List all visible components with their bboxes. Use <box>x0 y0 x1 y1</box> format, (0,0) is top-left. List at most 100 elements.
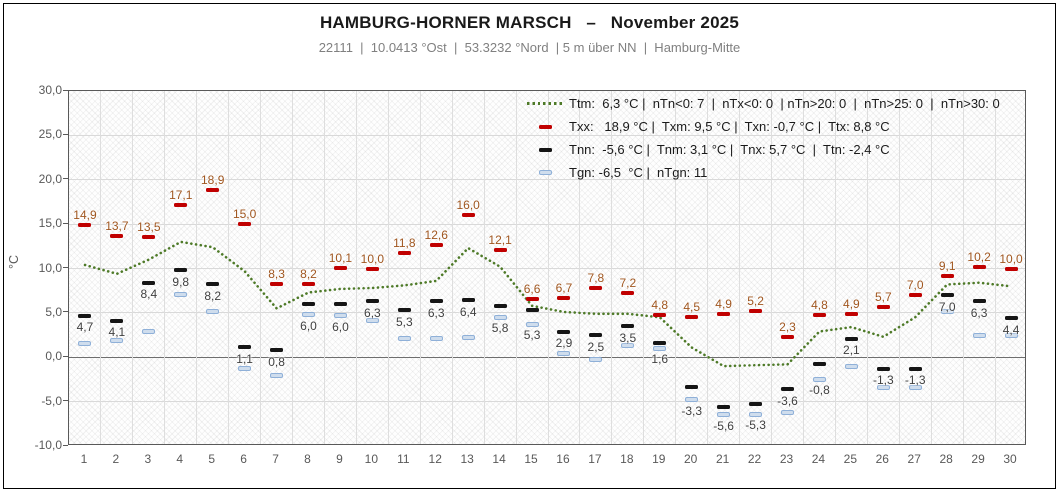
tnn-marker-day-20 <box>685 384 699 389</box>
tnn-label-day-26: -1,3 <box>872 373 894 388</box>
tgn-marker-day-5 <box>206 308 220 314</box>
txx-marker-day-24 <box>812 312 826 317</box>
txx-label-day-13: 16,0 <box>456 198 480 213</box>
y-tick-label-0,0: 0,0 <box>45 349 62 364</box>
txx-marker-day-29 <box>972 264 986 269</box>
tgn-marker-day-24 <box>812 376 826 382</box>
tnn-marker-day-25 <box>844 336 858 341</box>
txx-label-day-5: 18,9 <box>201 172 225 187</box>
tgn-marker-day-28 <box>940 308 954 314</box>
v-gridline <box>547 91 549 444</box>
h-gridline <box>69 268 1025 269</box>
tnn-marker-day-6 <box>238 345 252 350</box>
txx-label-day-23: 2,3 <box>779 319 796 334</box>
x-tick-label-14: 14 <box>492 452 506 466</box>
v-gridline <box>196 91 198 444</box>
txx-label-day-17: 7,8 <box>587 271 605 286</box>
tnn-label-day-16: 2,9 <box>555 336 573 350</box>
tgn-marker-day-11 <box>397 336 411 342</box>
tnn-marker-day-27 <box>908 366 922 371</box>
x-tick-label-1: 1 <box>80 452 88 466</box>
txx-marker-day-13 <box>461 213 475 218</box>
tnn-label-day-19: 1,6 <box>651 352 669 367</box>
tgn-marker-day-21 <box>717 412 731 418</box>
x-tick-label-2: 2 <box>112 452 120 466</box>
txx-marker-day-16 <box>557 295 571 300</box>
tnn-label-day-21: -5,6 <box>713 418 734 433</box>
tnn-marker-day-7 <box>270 348 284 353</box>
x-tick-label-19: 19 <box>652 452 666 466</box>
x-tick-label-16: 16 <box>556 452 570 466</box>
txx-label-day-12: 12,6 <box>424 228 448 243</box>
txx-marker-day-18 <box>621 291 635 296</box>
txx-label-day-15: 6,6 <box>523 281 541 296</box>
tnn-marker-day-13 <box>461 298 475 303</box>
txx-marker-day-27 <box>908 293 922 298</box>
txx-marker-day-17 <box>589 286 603 291</box>
h-gridline <box>69 312 1025 314</box>
tnn-marker-day-19 <box>653 341 667 346</box>
tgn-marker-day-13 <box>461 335 475 341</box>
tnn-label-day-15: 5,3 <box>523 328 541 343</box>
x-tick-label-4: 4 <box>176 452 184 466</box>
x-tick-label-26: 26 <box>875 452 889 466</box>
v-gridline <box>483 91 485 444</box>
v-gridline <box>771 91 773 444</box>
txx-label-day-19: 4,8 <box>651 297 669 312</box>
legend-item-tgn: Tgn: -6,5 °C | nTgn: 11 <box>521 161 1000 184</box>
tnn-label-day-28: 7,0 <box>938 299 956 314</box>
tgn-marker-day-23 <box>781 409 794 415</box>
txx-label-day-16: 6,7 <box>555 280 573 295</box>
tgn-marker-day-29 <box>972 332 986 338</box>
v-gridline <box>707 91 709 444</box>
txx-label-day-3: 13,5 <box>137 220 161 235</box>
tgn-marker-day-6 <box>238 366 252 372</box>
x-tick-label-21: 21 <box>715 452 730 466</box>
x-tick-label-24: 24 <box>811 452 826 466</box>
tnn-label-day-8: 6,0 <box>300 318 317 333</box>
txx-marker-day-22 <box>749 309 763 314</box>
legend-item-txx: Txx: 18,9 °C | Txm: 9,5 °C | Txn: -0,7 °… <box>521 115 1000 138</box>
tnn-marker-day-17 <box>589 333 603 338</box>
legend-swatch-tgn <box>521 170 569 175</box>
tnn-label-day-1: 4,7 <box>76 320 94 335</box>
tnn-label-day-11: 5,3 <box>395 314 413 329</box>
txx-label-day-21: 4,9 <box>715 296 732 311</box>
v-gridline <box>515 91 517 444</box>
txx-marker-day-4 <box>174 203 188 208</box>
tgn-marker-day-20 <box>685 397 699 403</box>
legend-swatch-txx <box>521 124 569 129</box>
zero-gridline <box>69 356 1025 358</box>
legend-text-tgn: Tgn: -6,5 °C | nTgn: 11 <box>569 165 708 180</box>
txx-label-day-26: 5,7 <box>874 289 892 304</box>
v-gridline <box>355 91 357 444</box>
tgn-marker-day-14 <box>493 314 507 320</box>
txx-label-day-28: 9,1 <box>938 259 956 274</box>
txx-label-day-1: 14,9 <box>73 208 97 222</box>
x-tick-label-7: 7 <box>272 452 279 466</box>
ttm-dotted-line-icon <box>527 102 563 105</box>
txx-label-day-8: 8,2 <box>300 267 317 282</box>
txx-label-day-30: 10,0 <box>999 251 1023 266</box>
tnn-label-day-24: -0,8 <box>809 383 830 398</box>
txx-marker-day-21 <box>717 311 731 316</box>
v-gridline <box>994 91 996 444</box>
v-gridline <box>675 91 677 444</box>
tnn-label-day-6: 1,1 <box>236 351 253 366</box>
txx-marker-day-9 <box>333 265 347 270</box>
txx-label-day-4: 17,1 <box>169 188 193 203</box>
tnn-label-day-4: 9,8 <box>172 274 190 289</box>
txx-marker-day-1 <box>78 223 92 227</box>
txx-label-day-24: 4,8 <box>811 297 828 312</box>
tnn-label-day-13: 6,4 <box>459 304 477 319</box>
tgn-dash-icon <box>538 170 552 175</box>
txx-dash-icon <box>538 124 552 129</box>
x-tick-label-29: 29 <box>971 452 985 466</box>
tgn-marker-day-2 <box>110 337 124 343</box>
legend-item-ttm: Ttm: 6,3 °C | nTn<0: 7 | nTx<0: 0 | nTn>… <box>521 92 1000 115</box>
tgn-marker-day-18 <box>621 343 635 349</box>
tnn-dash-icon <box>538 147 552 152</box>
txx-marker-day-28 <box>940 274 954 279</box>
tgn-marker-day-10 <box>365 318 379 324</box>
tnn-marker-day-9 <box>333 302 347 306</box>
